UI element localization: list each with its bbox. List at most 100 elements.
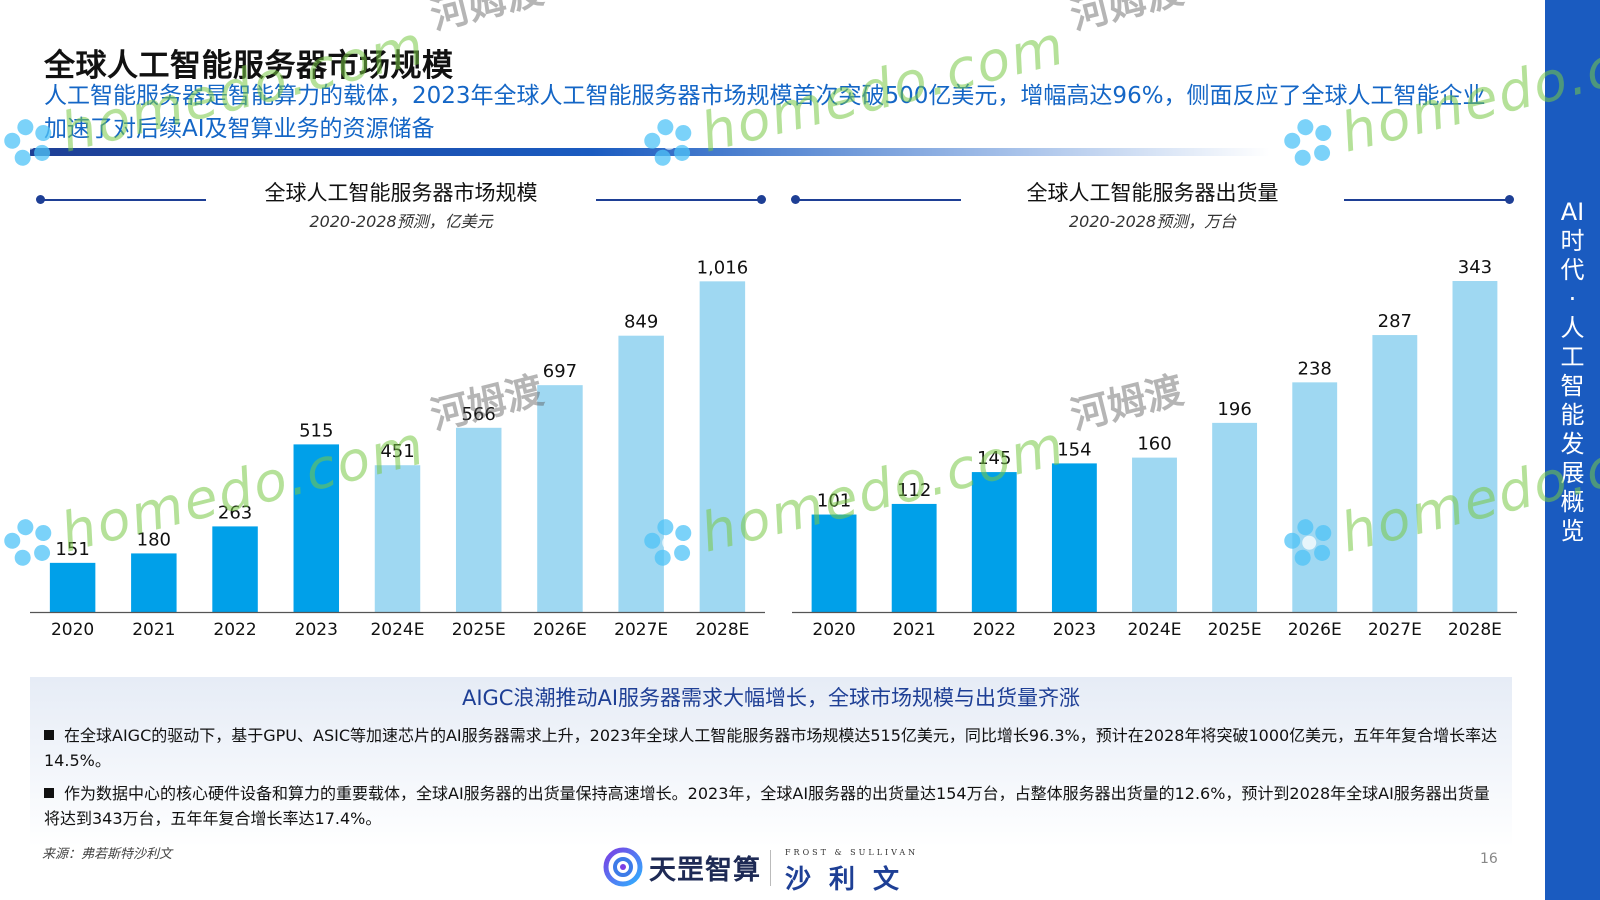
side-label-char: 能 xyxy=(1560,401,1585,429)
watermark-cn: 河姆渡 xyxy=(426,0,548,38)
chart1-title: 全球人工智能服务器市场规模 xyxy=(264,181,538,205)
shipment-category-label: 2027E xyxy=(1368,620,1422,640)
market-size-value-label: 451 xyxy=(380,441,414,462)
market-size-bar-2020 xyxy=(49,562,96,612)
market-size-category-label: 2021 xyxy=(132,620,175,640)
market-size-bar-2023 xyxy=(293,444,340,612)
shipment-bar-2025E xyxy=(1212,422,1258,612)
chart2-header-dot-right xyxy=(1505,195,1514,204)
market-size-bar-2028E xyxy=(699,281,746,612)
chart1-header-dot-right xyxy=(757,195,766,204)
page-number: 16 xyxy=(1480,851,1498,867)
shipment-bar-2022 xyxy=(971,472,1017,612)
shipment-category-label: 2028E xyxy=(1448,620,1502,640)
side-label-char: AI xyxy=(1560,198,1585,226)
shipment-value-label: 196 xyxy=(1217,399,1251,420)
market-size-category-label: 2026E xyxy=(533,620,587,640)
summary-bullet-1-text: 在全球AIGC的驱动下，基于GPU、ASIC等加速芯片的AI服务器需求上升，20… xyxy=(44,726,1498,770)
summary-bullet-2-text: 作为数据中心的核心硬件设备和算力的重要载体，全球AI服务器的出货量保持高速增长。… xyxy=(44,784,1490,828)
shipment-bar-2026E xyxy=(1292,382,1338,612)
market-size-category-label: 2024E xyxy=(370,620,424,640)
side-label: AI 时代 · 人工智能发展概览 xyxy=(1545,198,1600,546)
side-label-char: 工 xyxy=(1560,343,1585,371)
shipment-bar-2027E xyxy=(1372,335,1418,612)
frost-sullivan-big-text: 沙利文 xyxy=(785,865,918,895)
side-label-char: 代 xyxy=(1560,256,1585,284)
shipment-bar-chart: 101 2020 112 2021 145 2022 154 2023 160 2024E 196 2… xyxy=(792,257,1517,640)
shipment-value-label: 112 xyxy=(897,480,931,501)
market-size-value-label: 515 xyxy=(299,420,333,441)
title-underline xyxy=(30,148,1270,156)
shipment-value-label: 160 xyxy=(1137,434,1171,455)
shipment-value-label: 101 xyxy=(817,491,851,512)
summary-bullet-1: 在全球AIGC的驱动下，基于GPU、ASIC等加速芯片的AI服务器需求上升，20… xyxy=(44,723,1504,773)
shipment-category-label: 2023 xyxy=(1053,620,1096,640)
market-size-category-label: 2022 xyxy=(213,620,256,640)
market-size-value-label: 180 xyxy=(137,529,171,550)
swirl-logo-icon xyxy=(603,847,643,887)
market-size-category-label: 2023 xyxy=(295,620,338,640)
shipment-value-label: 145 xyxy=(977,448,1011,469)
side-label-char: 展 xyxy=(1560,459,1585,487)
side-label-char: 览 xyxy=(1560,517,1585,545)
shipment-category-label: 2021 xyxy=(893,620,936,640)
market-size-bar-2021 xyxy=(131,553,177,612)
page-title: 全球人工智能服务器市场规模 xyxy=(44,48,454,84)
tianzhi-logo: 天罡智算 xyxy=(603,846,761,888)
bullet-square-icon xyxy=(44,730,54,740)
side-label-char: 人 xyxy=(1560,314,1585,342)
shipment-value-label: 287 xyxy=(1378,311,1412,332)
shipment-category-label: 2026E xyxy=(1288,620,1342,640)
logo-divider xyxy=(770,850,771,886)
bullet-square-icon xyxy=(44,788,54,798)
shipment-bar-2020 xyxy=(811,514,857,612)
summary-bullet-2: 作为数据中心的核心硬件设备和算力的重要载体，全球AI服务器的出货量保持高速增长。… xyxy=(44,781,1504,831)
chart2-header-line-right xyxy=(1344,199,1510,201)
shipment-category-label: 2022 xyxy=(973,620,1016,640)
market-size-value-label: 263 xyxy=(218,502,252,523)
shipment-bar-2021 xyxy=(891,503,937,612)
market-size-category-label: 2020 xyxy=(51,620,94,640)
shipment-bar-2023 xyxy=(1051,463,1097,612)
market-size-bar-chart: 151 2020 180 2021 263 2022 515 2023 451 2024E 566 2… xyxy=(30,257,765,640)
market-size-category-label: 2025E xyxy=(452,620,506,640)
summary-title: AIGC浪潮推动AI服务器需求大幅增长，全球市场规模与出货量齐涨 xyxy=(461,686,1081,710)
market-size-category-label: 2027E xyxy=(614,620,668,640)
market-size-category-label: 2028E xyxy=(695,620,749,640)
chart1-subtitle: 2020-2028预测，亿美元 xyxy=(309,212,493,231)
market-size-value-label: 1,016 xyxy=(697,257,749,278)
market-size-bar-2026E xyxy=(537,385,583,612)
market-size-bar-2025E xyxy=(455,427,502,612)
shipment-bar-2024E xyxy=(1132,457,1177,612)
side-label-char: · xyxy=(1568,285,1577,313)
chart2-subtitle: 2020-2028预测，万台 xyxy=(1068,212,1237,231)
market-size-bar-2024E xyxy=(374,465,421,612)
frost-sullivan-logo: FROST & SULLIVAN 沙利文 xyxy=(785,848,945,895)
chart1-header-line-left xyxy=(40,199,206,201)
market-size-bar-2022 xyxy=(212,526,258,612)
frost-sullivan-small-text: FROST & SULLIVAN xyxy=(785,848,919,857)
chart2-header-line-left xyxy=(795,199,961,201)
shipment-category-label: 2020 xyxy=(812,620,855,640)
side-label-char: 智 xyxy=(1560,372,1585,400)
side-label-char: 概 xyxy=(1560,488,1585,516)
market-size-value-label: 697 xyxy=(543,361,577,382)
shipment-value-label: 238 xyxy=(1298,358,1332,379)
shipment-value-label: 154 xyxy=(1057,439,1091,460)
chart1-header-line-right xyxy=(596,199,762,201)
source-note: 来源：弗若斯特沙利文 xyxy=(42,847,173,862)
summary-panel xyxy=(30,677,1512,847)
watermark-cn: 河姆渡 xyxy=(1066,0,1188,38)
chart2-title: 全球人工智能服务器出货量 xyxy=(1026,181,1279,205)
shipment-category-label: 2024E xyxy=(1127,620,1181,640)
tianzhi-logo-text: 天罡智算 xyxy=(649,854,761,886)
shipment-category-label: 2025E xyxy=(1208,620,1262,640)
side-label-char: 发 xyxy=(1560,430,1585,458)
market-size-value-label: 566 xyxy=(462,404,496,425)
page-subtitle: 人工智能服务器是智能算力的载体，2023年全球人工智能服务器市场规模首次突破50… xyxy=(44,83,1486,142)
shipment-value-label: 343 xyxy=(1458,257,1492,278)
market-size-value-label: 849 xyxy=(624,312,658,333)
side-band xyxy=(1545,0,1600,900)
market-size-value-label: 151 xyxy=(55,539,89,560)
side-label-char: 时 xyxy=(1560,227,1585,255)
